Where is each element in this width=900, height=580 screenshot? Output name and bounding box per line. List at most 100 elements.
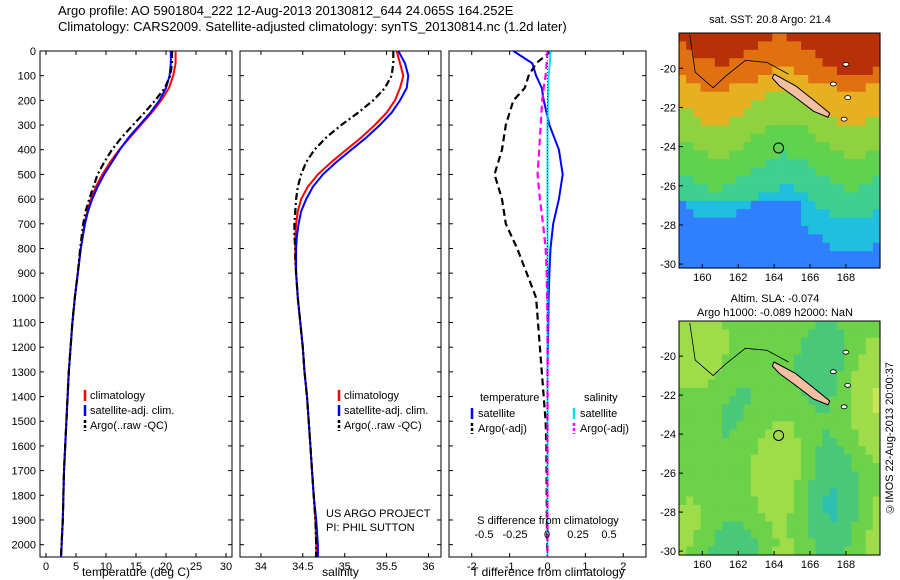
sla_map-cell [736,387,745,397]
sst_map-cell [743,91,752,101]
sla_map-cell [686,513,694,523]
sla_map-cell [836,421,845,431]
sla_map-cell [765,471,773,481]
temperature-xtick-label: 5 [73,561,79,573]
sla_map-cell [815,371,824,381]
sla_map-cell [679,421,687,431]
sla_map-cell [808,321,816,330]
sst_map-cell [693,41,702,51]
sst_map-cell [801,142,809,152]
sla_map-cell [836,379,845,389]
sla_map-cell [765,513,773,523]
sla_map-cell [786,337,795,347]
sst_map-cell [872,49,881,59]
sla_map-cell [793,529,802,539]
sla_map-cell [714,429,723,439]
sst_map-cell [779,251,788,261]
sst_map-cell [779,184,788,194]
sla_map-cell [757,471,766,481]
sst_map-cell [736,259,745,269]
sst_map-cell [686,242,694,252]
difference-xlabel-bottom: T difference from climatology [471,565,625,579]
sla_map-cell [743,396,752,406]
sla_map-cell [865,471,874,481]
sla_map-cell [815,446,824,456]
sla_map-xtick-label: 164 [765,559,783,571]
sst_map-cell [714,49,723,59]
sla_map-cell [801,329,809,339]
sst_map-cell [786,41,795,51]
sla_map-cell [858,446,867,456]
sst_map-cell [851,184,860,194]
sla_map-cell [865,538,874,548]
sst_map-cell [707,167,716,177]
sst_map-cell [786,242,795,252]
sst_map-cell [743,49,752,59]
sla_map-cell [722,454,730,464]
sst_map-cell [714,133,723,143]
sst_map-cell [722,158,730,168]
sst_map-cell [679,125,687,135]
sst_map-cell [844,200,852,210]
sst_map-cell [772,83,781,93]
sla_map-cell [851,521,860,531]
temperature-xtick-label: 30 [220,561,232,573]
sst_map-ytick-label: -26 [660,181,676,193]
sla_map-cell [679,329,687,339]
sst_map-cell [815,192,824,202]
sst_map-cell [679,58,687,68]
sla_map-cell [836,321,845,330]
sla_map-cell [736,337,745,347]
sst_map-cell [693,226,702,236]
sst_map: 160 162 164 166 168-20-22-24-26-28-30 [660,32,881,284]
salinity-xlabel: salinity [322,565,359,579]
sst_map-cell [714,100,723,110]
sla_map-cell [722,387,730,397]
sst_map-cell [765,217,773,227]
sst_map-cell [679,242,687,252]
sst_map-cell [815,184,824,194]
sla_map-cell [851,479,860,489]
sst_map-cell [815,158,824,168]
sla_map-cell [722,412,730,422]
sst_map-cell [822,133,831,143]
sla_map-cell [714,346,723,356]
sst_map-cell [757,217,766,227]
sst_map-cell [786,200,795,210]
sla_map-cell [815,362,824,372]
difference-xlabel-top: S difference from climatology [477,515,619,527]
sla_map-cell [679,479,687,489]
sst_map-cell [679,100,687,110]
sla_map-cell [779,521,788,531]
sst_map-cell [836,184,845,194]
sla_map-ytick-label: -24 [660,429,676,441]
sla_map-cell [851,371,860,381]
sst_map-cell [693,83,702,93]
sla_map-cell [836,504,845,514]
sla_map-cell [736,404,745,414]
sla-map-title: Altim. SLA: -0.074 [731,293,820,305]
temperature-legend-label: Argo(..raw -QC) [90,420,168,432]
sst_map-cell [858,142,867,152]
sla_map-cell [844,404,852,414]
sla_map-cell [865,529,874,539]
sla_map-reef-contour [689,322,789,377]
sla_map-cell [836,354,845,364]
sst_map-cell [743,133,752,143]
sst_map-cell [858,167,867,177]
difference-xtick-label: 2 [620,561,626,573]
sst_map-cell [729,49,738,59]
sst_map-cell [801,209,809,219]
sst_map-cell [729,74,738,84]
sst_map-cell [714,83,723,93]
sst_map-cell [779,100,788,110]
sst_map-cell [865,49,874,59]
sla_map-cell [786,496,795,506]
sst_map-cell [693,108,702,118]
sla_map-cell [851,346,860,356]
sla_map-cell [865,396,874,406]
sst_map-cell [686,251,694,261]
sst_map-cell [693,100,702,110]
sst_map-cell [736,125,745,135]
sla_map-cell [686,538,694,548]
